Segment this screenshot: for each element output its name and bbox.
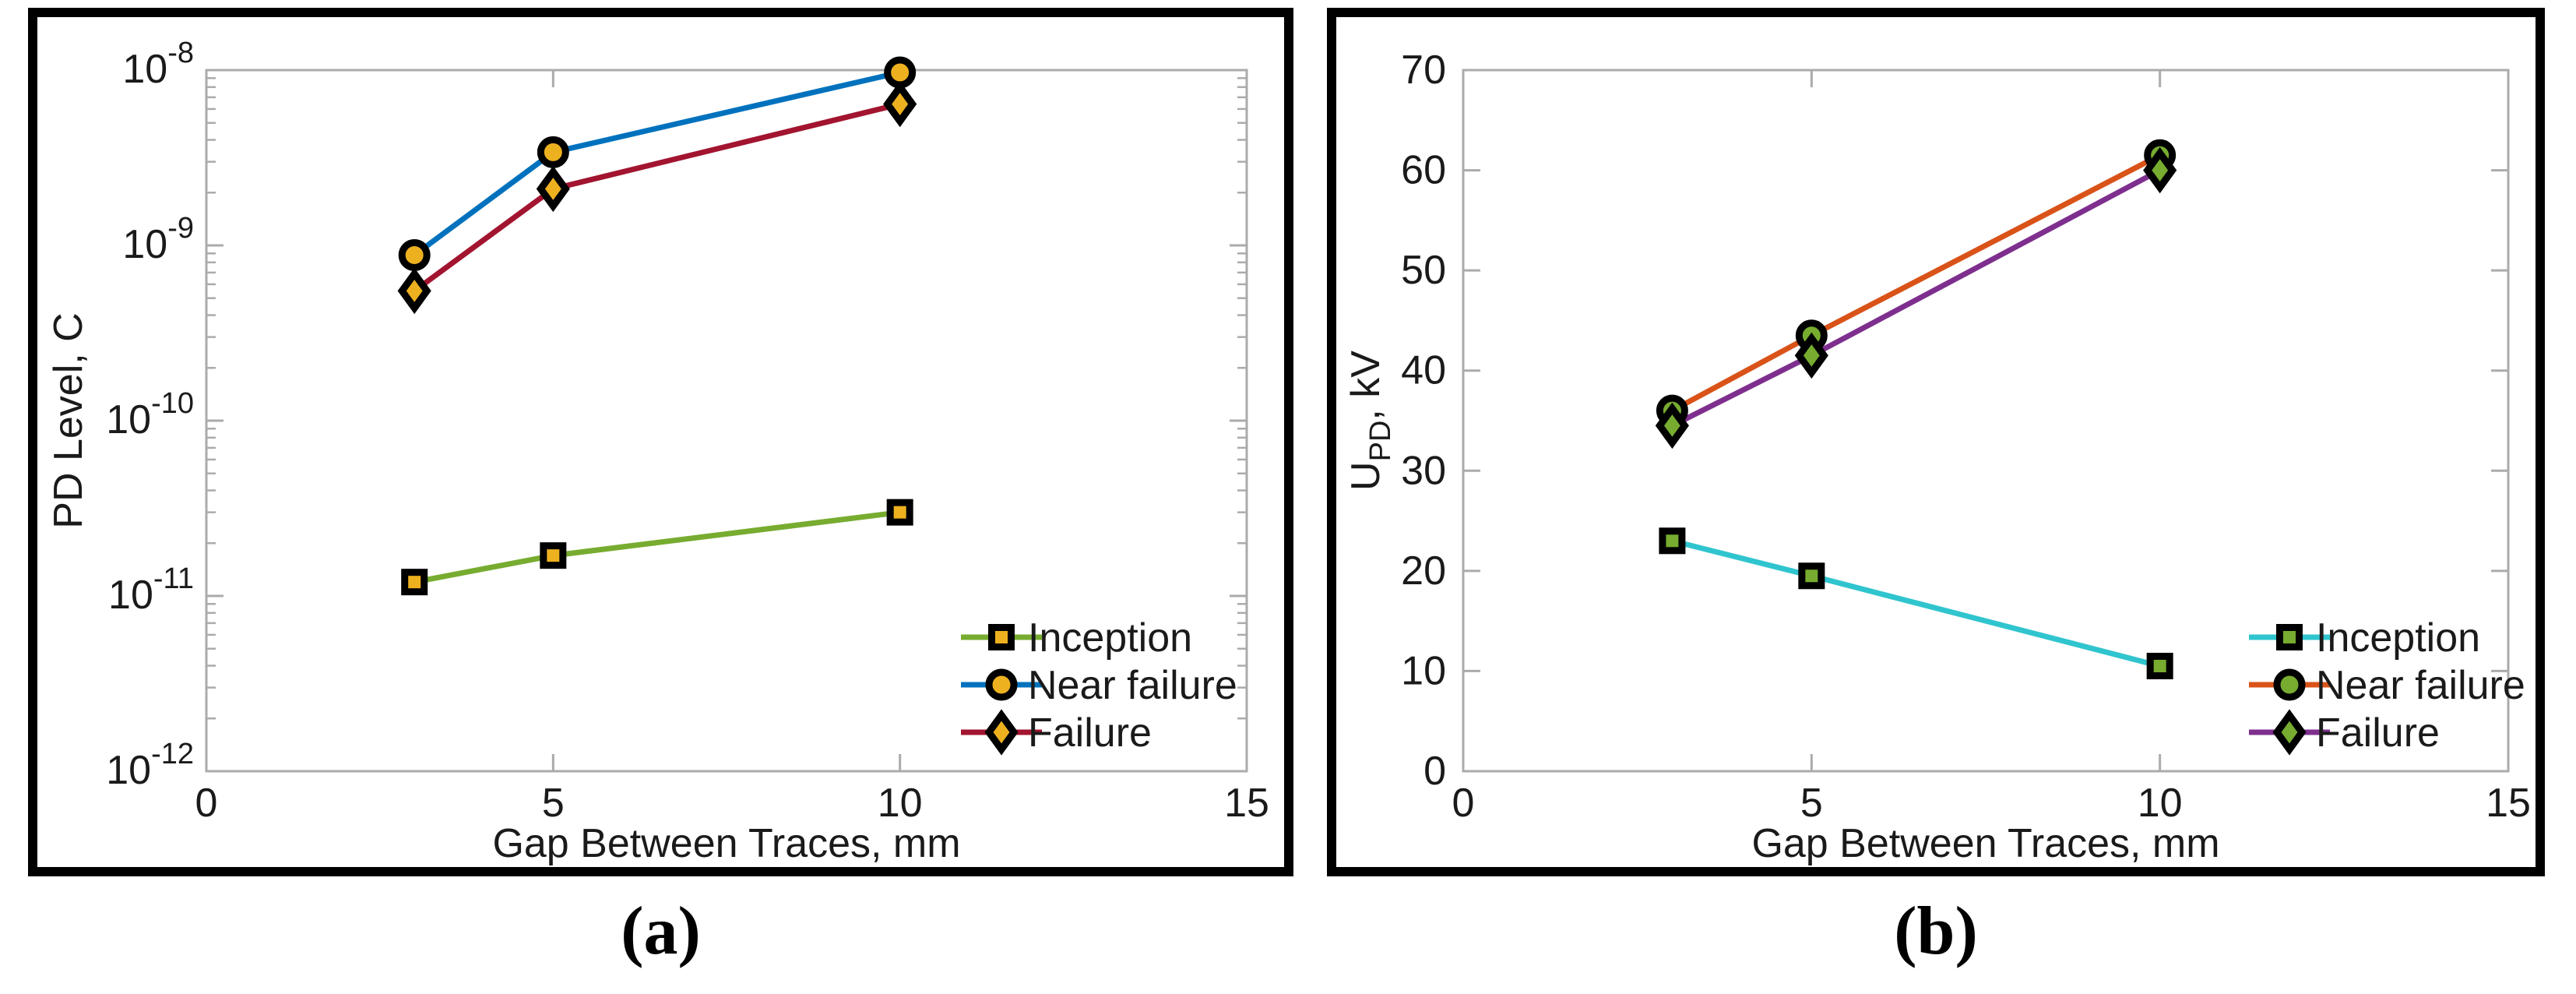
x-tick-label: 5	[542, 781, 565, 826]
legend-item-inception: Inception	[2249, 615, 2480, 661]
legend-item-inception: Inception	[961, 615, 1192, 661]
legend-label: Near failure	[2316, 663, 2525, 708]
marker-near-failure	[398, 238, 431, 271]
chart-a-canvas: 0 5 10 15 10-8 10-9 10-10 10-11 10-12 InceptionNe…	[46, 37, 1269, 866]
marker-failure	[536, 165, 570, 213]
y-axis-label: PD Level, C	[46, 312, 91, 528]
series-line-inception	[411, 509, 903, 585]
caption-a: (a)	[621, 894, 701, 969]
x-tick-label: 10	[2138, 781, 2183, 826]
legend-marker-failure	[984, 709, 1019, 756]
marker-inception	[1798, 562, 1825, 590]
marker-failure	[883, 80, 917, 128]
marker-inception	[540, 542, 567, 569]
legend-marker-inception	[988, 624, 1015, 650]
series-markers-inception	[1659, 527, 2173, 679]
y-tick-label: 10-11	[108, 562, 194, 618]
series-line-failure	[1669, 167, 2163, 428]
y-tick-label: 0	[1423, 749, 1446, 794]
series-markers-failure	[1655, 146, 2177, 449]
marker-inception	[1659, 527, 1686, 555]
marker-failure	[397, 267, 431, 315]
x-axis-label: Gap Between Traces, mm	[1751, 821, 2219, 866]
y-tick-label: 30	[1401, 448, 1446, 493]
legend-marker-near-failure	[985, 668, 1018, 701]
marker-inception	[2146, 653, 2173, 679]
legend-item-near-failure: Near failure	[961, 663, 1237, 708]
series-markers-failure	[397, 80, 917, 315]
legend-marker-failure	[2272, 709, 2307, 756]
y-tick-label: 60	[1401, 148, 1446, 193]
legend-label: Inception	[1028, 615, 1192, 661]
legend-marker-near-failure	[2273, 668, 2306, 701]
y-tick-label: 50	[1401, 248, 1446, 293]
y-tick-label: 10-12	[106, 738, 194, 793]
y-tick-label: 70	[1401, 48, 1446, 93]
x-tick-label: 15	[1224, 781, 1269, 826]
marker-inception	[401, 569, 428, 596]
marker-failure	[2143, 146, 2177, 194]
marker-failure	[1794, 332, 1828, 379]
legend-label: Failure	[2316, 710, 2440, 756]
y-tick-label: 10-9	[122, 212, 194, 267]
y-tick-label: 40	[1401, 348, 1446, 393]
series-line-inception	[1669, 538, 2163, 669]
x-tick-label: 10	[878, 781, 923, 826]
legend-item-failure: Failure	[961, 709, 1152, 756]
series-line-near-failure	[1669, 152, 2163, 414]
caption-b: (b)	[1894, 894, 1978, 969]
panel-b: 0 5 10 15 0 10 20 30 40 50 60 70 Inception Near failu…	[1327, 8, 2545, 876]
y-tick-label: 10-8	[122, 37, 194, 92]
legend-item-near-failure: Near failure	[2249, 663, 2525, 708]
series-markers-inception	[401, 499, 913, 596]
legend-label: Inception	[2316, 615, 2480, 661]
x-tick-label: 5	[1800, 781, 1823, 826]
y-tick-label: 10-10	[106, 387, 194, 442]
ticks	[1462, 69, 2510, 773]
legend-label: Failure	[1028, 710, 1152, 756]
ticks	[205, 69, 1248, 773]
series-line-failure	[411, 101, 903, 294]
plot-box	[1462, 69, 2510, 773]
legend-item-failure: Failure	[2249, 709, 2440, 756]
y-axis-label: UPD, kV	[1343, 351, 1397, 491]
marker-near-failure	[537, 136, 569, 168]
legend-marker-inception	[2276, 624, 2303, 650]
x-tick-label: 0	[1452, 781, 1475, 826]
y-tick-label: 20	[1401, 548, 1446, 594]
panel-a: 0 5 10 15 10-8 10-9 10-10 10-11 10-12 Inception Ne…	[28, 8, 1293, 876]
x-axis-label: Gap Between Traces, mm	[492, 821, 960, 866]
x-tick-label: 0	[195, 781, 218, 826]
y-tick-label: 10	[1401, 648, 1446, 693]
marker-inception	[886, 499, 913, 526]
marker-failure	[1655, 402, 1689, 449]
x-tick-label: 15	[2486, 781, 2531, 826]
legend-label: Near failure	[1028, 663, 1237, 708]
